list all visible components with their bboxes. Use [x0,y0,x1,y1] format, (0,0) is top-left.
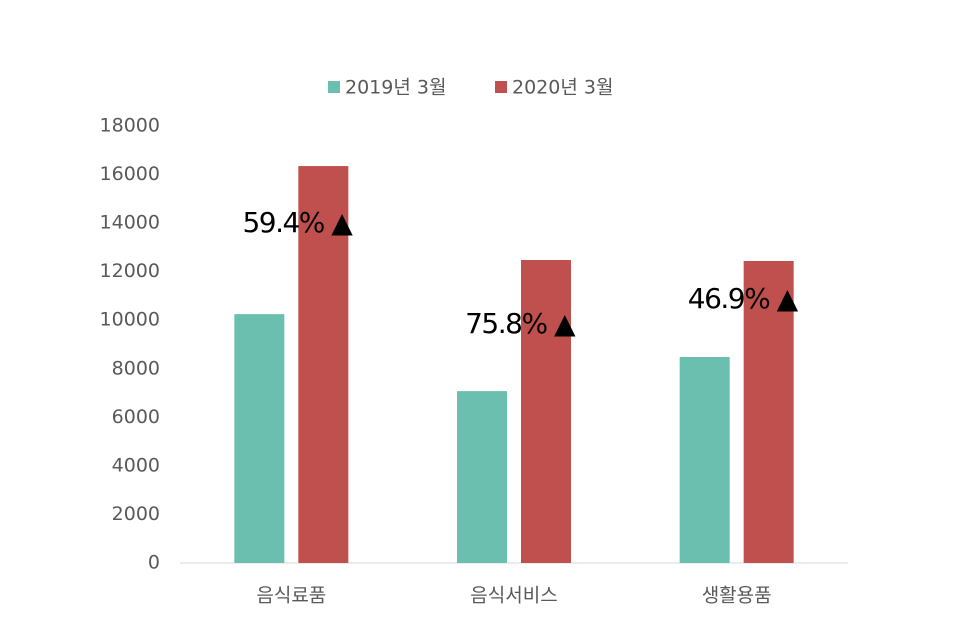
y-tick-label: 18000 [100,115,160,137]
x-tick-label: 생활용품 [702,585,772,607]
x-tick-label: 음식료품 [256,585,326,607]
y-tick-label: 14000 [100,212,160,234]
annotation: 75.8% ▲ [465,307,576,340]
legend-swatch [328,81,340,93]
annotation: 46.9% ▲ [688,282,799,315]
bar [743,260,794,563]
y-tick-label: 2000 [112,503,160,525]
y-tick-label: 8000 [112,357,160,379]
y-tick-label: 0 [148,552,160,574]
y-tick-label: 10000 [100,309,160,331]
bar [298,166,349,563]
legend-label: 2019년 3월 [345,77,446,99]
y-tick-label: 6000 [112,406,160,428]
y-tick-label: 4000 [112,454,160,476]
bar [521,260,571,563]
y-tick-label: 16000 [100,163,160,185]
annotation: 59.4% ▲ [242,206,353,239]
legend-swatch [495,81,507,93]
bar [457,391,507,563]
bar [234,314,285,563]
y-tick-label: 12000 [100,260,160,282]
legend-label: 2020년 3월 [512,77,613,99]
bar [679,357,730,563]
x-tick-label: 음식서비스 [470,585,557,607]
